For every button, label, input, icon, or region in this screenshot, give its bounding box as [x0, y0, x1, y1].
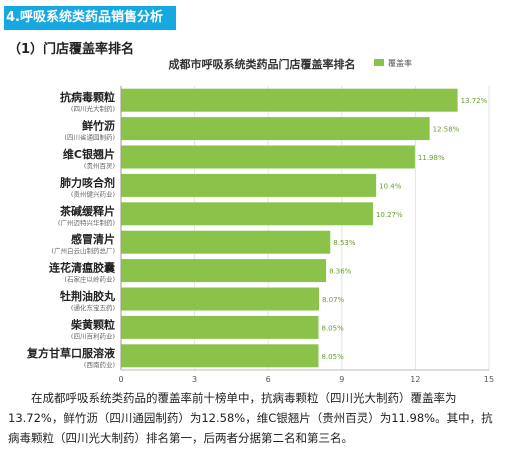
category-label: 肺力咳合剂: [60, 175, 115, 189]
x-tick-label: 15: [484, 375, 494, 384]
bar: [121, 259, 327, 283]
summary-paragraph: 在成都呼吸系统类药品的覆盖率前十榜单中，抗病毒颗粒（四川光大制药）覆盖率为13.…: [8, 391, 493, 445]
coverage-bar-chart: 成都市呼吸系统类药品门店覆盖率排名 覆盖率 13.72% 12.58% 11.98%…: [26, 57, 494, 384]
category-label: 茶碱缓释片: [59, 204, 115, 218]
category-sublabel: (西南药业): [84, 360, 115, 369]
x-tick-label: 12: [410, 375, 420, 384]
bar-layer: 13.72% 12.58% 11.98% 10.4% 10.27% 8.53% 8.36% 8…: [121, 88, 488, 368]
x-tick-label: 9: [339, 375, 344, 384]
bar-value-label: 13.72%: [461, 97, 488, 105]
category-label: 维C银翘片: [63, 147, 115, 161]
bar-value-label: 12.58%: [433, 126, 460, 134]
bar-value-label: 8.36%: [329, 268, 352, 276]
category-label: 柴黄颗粒: [70, 317, 115, 331]
section-title: 4.呼吸系统类药品销售分析: [4, 6, 176, 30]
category-label: 牡荆油胶丸: [60, 289, 116, 303]
x-tick-label: 0: [118, 375, 123, 384]
category-sublabel: (贵州百灵): [84, 161, 115, 170]
x-tick-label: 6: [266, 375, 271, 384]
category-sublabel: (贵州健兴药业): [71, 189, 115, 198]
category-label: 连花清瘟胶囊: [49, 261, 116, 275]
bar-value-label: 8.05%: [321, 324, 344, 332]
axis-layer: 0 3 6 9 12 15抗病毒颗粒(四川光大制药)鲜竹沥(四川省通园制药)维C银翘片(贵…: [26, 86, 494, 384]
bar-value-label: 8.07%: [322, 296, 345, 304]
bar: [121, 117, 430, 141]
bar: [121, 315, 319, 339]
bar: [121, 344, 319, 368]
legend-swatch: [374, 59, 384, 66]
bar-value-label: 8.53%: [333, 239, 356, 247]
category-sublabel: (四川百利药业): [71, 331, 115, 340]
category-label: 抗病毒颗粒: [60, 90, 115, 104]
bar: [121, 230, 331, 254]
chart-title: 成都市呼吸系统类药品门店覆盖率排名: [169, 57, 356, 71]
category-sublabel: (广州白云山制药总厂): [51, 246, 115, 255]
bar-value-label: 10.27%: [376, 211, 403, 219]
bar: [121, 145, 415, 169]
category-label: 复方甘草口服溶液: [26, 346, 116, 360]
bar-value-label: 10.4%: [379, 182, 402, 190]
bar-value-label: 8.05%: [321, 353, 344, 361]
category-label: 感冒清片: [71, 232, 115, 246]
category-sublabel: (石家庄以岭药业): [64, 275, 115, 284]
sub-title: （1）门店覆盖率排名: [8, 42, 135, 57]
x-tick-label: 3: [192, 375, 197, 384]
bar: [121, 287, 319, 311]
category-sublabel: (四川省通园制药): [64, 133, 115, 142]
category-label: 鲜竹沥: [82, 119, 115, 133]
bar: [121, 88, 458, 112]
category-sublabel: (广州迈特兴华制药): [58, 218, 115, 227]
category-sublabel: (四川光大制药): [71, 104, 115, 113]
category-sublabel: (通化东宝五药): [71, 303, 115, 312]
bar: [121, 202, 373, 226]
legend-label: 覆盖率: [388, 58, 412, 68]
bar-value-label: 11.98%: [418, 154, 445, 162]
bar: [121, 173, 377, 197]
